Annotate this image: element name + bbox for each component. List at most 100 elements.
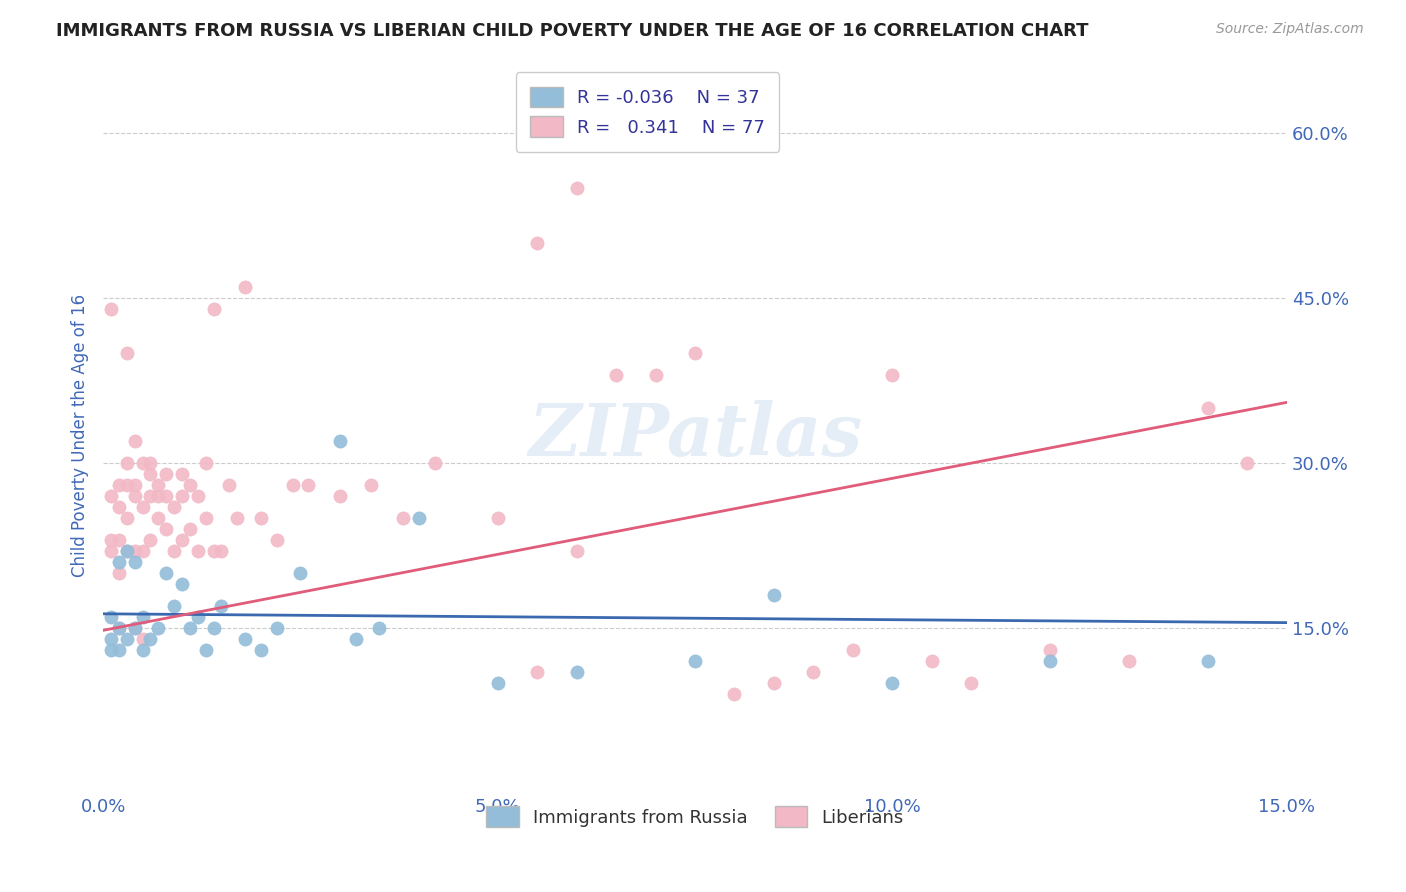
Point <box>202 621 225 635</box>
Point <box>131 610 153 624</box>
Point <box>155 522 177 536</box>
Point <box>882 368 904 382</box>
Point <box>131 456 153 470</box>
Point <box>344 632 367 647</box>
Point <box>233 632 256 647</box>
Y-axis label: Child Poverty Under the Age of 16: Child Poverty Under the Age of 16 <box>72 293 89 577</box>
Point <box>100 301 122 316</box>
Point <box>921 654 943 668</box>
Point <box>202 544 225 558</box>
Point <box>131 632 153 647</box>
Point <box>170 467 193 481</box>
Point <box>139 467 162 481</box>
Point <box>281 478 304 492</box>
Point <box>139 533 162 547</box>
Point <box>163 544 186 558</box>
Point <box>565 544 588 558</box>
Point <box>179 478 201 492</box>
Point <box>155 566 177 580</box>
Point <box>565 180 588 194</box>
Point <box>194 511 217 525</box>
Point <box>115 544 138 558</box>
Point <box>187 489 209 503</box>
Point <box>124 621 146 635</box>
Point <box>762 588 785 602</box>
Point <box>329 434 352 448</box>
Text: ZIPatlas: ZIPatlas <box>527 400 862 471</box>
Legend: Immigrants from Russia, Liberians: Immigrants from Russia, Liberians <box>479 799 911 834</box>
Point <box>250 511 273 525</box>
Point <box>408 511 430 525</box>
Point <box>486 511 509 525</box>
Point <box>115 346 138 360</box>
Point <box>486 676 509 690</box>
Point <box>526 235 548 250</box>
Point <box>368 621 391 635</box>
Point <box>194 643 217 657</box>
Point <box>170 489 193 503</box>
Point <box>297 478 319 492</box>
Point <box>108 500 131 514</box>
Point <box>1039 654 1062 668</box>
Point <box>124 621 146 635</box>
Point <box>290 566 312 580</box>
Text: Source: ZipAtlas.com: Source: ZipAtlas.com <box>1216 22 1364 37</box>
Point <box>124 478 146 492</box>
Point <box>250 643 273 657</box>
Point <box>139 632 162 647</box>
Point <box>115 456 138 470</box>
Point <box>108 533 131 547</box>
Point <box>131 544 153 558</box>
Point <box>329 489 352 503</box>
Point <box>233 279 256 293</box>
Point <box>115 511 138 525</box>
Point <box>842 643 865 657</box>
Point <box>683 654 706 668</box>
Point <box>801 665 824 680</box>
Point <box>187 610 209 624</box>
Point <box>108 478 131 492</box>
Point <box>211 599 233 613</box>
Point <box>124 434 146 448</box>
Point <box>155 489 177 503</box>
Point <box>163 599 186 613</box>
Point <box>226 511 249 525</box>
Point <box>131 500 153 514</box>
Point <box>163 500 186 514</box>
Point <box>1118 654 1140 668</box>
Point <box>218 478 240 492</box>
Point <box>139 489 162 503</box>
Point <box>266 533 288 547</box>
Point <box>100 533 122 547</box>
Point <box>108 555 131 569</box>
Point <box>179 522 201 536</box>
Point <box>108 643 131 657</box>
Point <box>108 621 131 635</box>
Point <box>194 456 217 470</box>
Point <box>565 665 588 680</box>
Point <box>148 511 170 525</box>
Point <box>108 566 131 580</box>
Point <box>723 687 745 701</box>
Point <box>605 368 627 382</box>
Point <box>170 533 193 547</box>
Point <box>124 544 146 558</box>
Point <box>882 676 904 690</box>
Point <box>124 489 146 503</box>
Point <box>1236 456 1258 470</box>
Point <box>360 478 382 492</box>
Point <box>179 621 201 635</box>
Point <box>266 621 288 635</box>
Point <box>202 301 225 316</box>
Point <box>1197 401 1219 415</box>
Point <box>100 544 122 558</box>
Point <box>187 544 209 558</box>
Point <box>100 610 122 624</box>
Point <box>1197 654 1219 668</box>
Point <box>115 632 138 647</box>
Point <box>211 544 233 558</box>
Point <box>170 577 193 591</box>
Point <box>960 676 983 690</box>
Point <box>762 676 785 690</box>
Point <box>148 478 170 492</box>
